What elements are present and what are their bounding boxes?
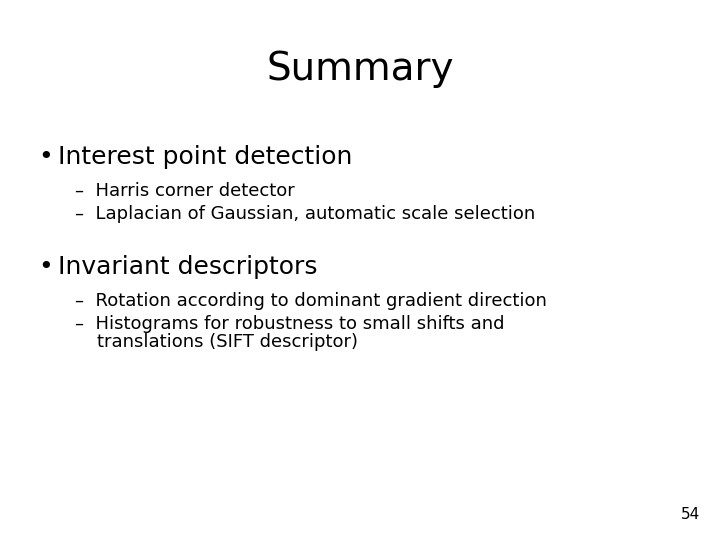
Text: –  Rotation according to dominant gradient direction: – Rotation according to dominant gradien… bbox=[75, 292, 547, 310]
Text: –  Laplacian of Gaussian, automatic scale selection: – Laplacian of Gaussian, automatic scale… bbox=[75, 205, 535, 223]
Text: –  Histograms for robustness to small shifts and: – Histograms for robustness to small shi… bbox=[75, 315, 505, 333]
Text: 54: 54 bbox=[680, 507, 700, 522]
Text: Summary: Summary bbox=[266, 50, 454, 88]
Text: translations (SIFT descriptor): translations (SIFT descriptor) bbox=[97, 333, 358, 351]
Text: Invariant descriptors: Invariant descriptors bbox=[58, 255, 318, 279]
Text: •: • bbox=[38, 145, 53, 169]
Text: Interest point detection: Interest point detection bbox=[58, 145, 352, 169]
Text: •: • bbox=[38, 255, 53, 279]
Text: –  Harris corner detector: – Harris corner detector bbox=[75, 182, 294, 200]
